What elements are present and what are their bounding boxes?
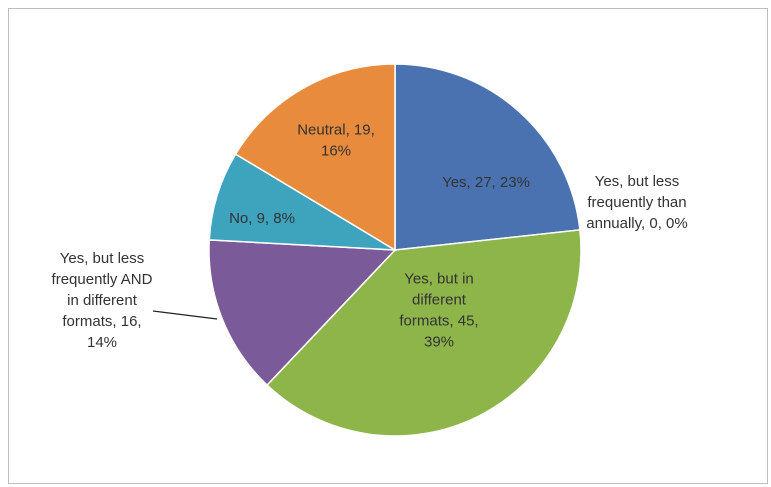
data-label-line: Yes, but in <box>404 271 474 288</box>
data-label-yes-but-in-different-formats: Yes, but in different formats, 45, 39% <box>399 271 478 351</box>
pie-slice-yes <box>394 63 581 251</box>
pie-slice-yes-but-in-different-formats <box>266 229 582 437</box>
data-label-line: frequently AND <box>52 271 153 288</box>
data-label-line: different <box>412 292 467 309</box>
data-label-yes: Yes, 27, 23% <box>442 174 530 191</box>
pie-data-labels: Yes, 27, 23% Yes, but less frequently than… <box>52 122 688 352</box>
chart-area: Yes, 27, 23% Yes, but less frequently than… <box>8 8 768 484</box>
data-label-line: 14% <box>87 334 117 351</box>
data-label-line: 39% <box>424 334 454 351</box>
data-label-line: formats, 45, <box>399 313 478 330</box>
data-label-line: No, 9, 8% <box>229 210 295 227</box>
data-label-no: No, 9, 8% <box>229 210 295 227</box>
pie-chart: Yes, 27, 23% Yes, but less frequently than… <box>52 63 688 437</box>
data-label-line: 16% <box>321 143 351 160</box>
data-label-line: formats, 16, <box>62 313 141 330</box>
data-label-line: Neutral, 19, <box>297 122 375 139</box>
data-label-line: Yes, 27, 23% <box>442 174 530 191</box>
pie-slice-yes-but-less-frequently-and-in-different-formats <box>208 239 397 387</box>
data-label-yes-but-less-frequently-than-annually: Yes, but less frequently than annually, 0,… <box>586 173 687 232</box>
data-label-line: in different <box>67 292 138 309</box>
data-label-line: frequently than <box>587 194 686 211</box>
data-label-yes-but-less-frequently-and-in-different-formats: Yes, but less frequently AND in different f… <box>52 250 153 351</box>
pie-slices <box>208 63 582 437</box>
data-label-line: Yes, but less <box>60 250 145 267</box>
data-label-line: annually, 0, 0% <box>586 215 687 232</box>
data-label-neutral: Neutral, 19, 16% <box>297 122 375 160</box>
leader-line-yes-but-less-frequently-and-in-different-formats <box>152 310 218 320</box>
data-label-line: Yes, but less <box>595 173 680 190</box>
pie-slice-neutral <box>234 63 396 252</box>
